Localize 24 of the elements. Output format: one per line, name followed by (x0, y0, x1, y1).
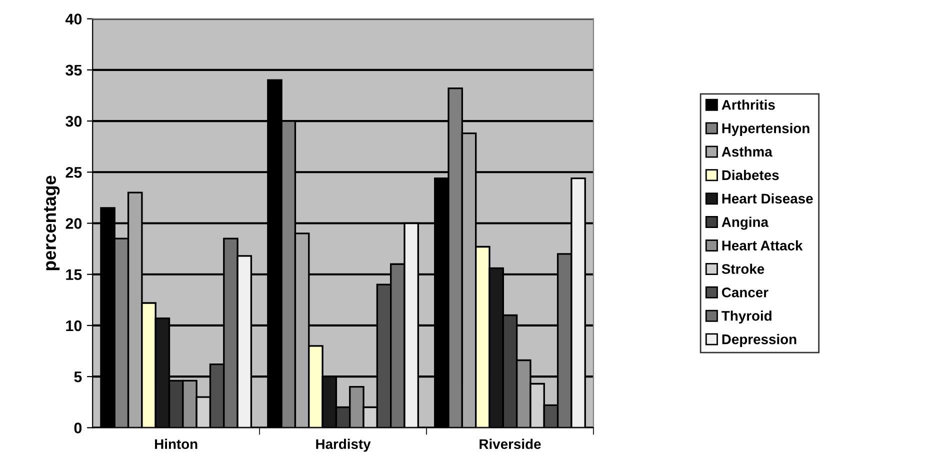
legend-label: Angina (722, 216, 769, 230)
legend-label: Diabetes (722, 170, 779, 180)
y-tick-label: 5 (74, 372, 82, 382)
y-axis-title: percentage (44, 176, 60, 270)
y-tick-label: 40 (65, 14, 82, 24)
y-tick-label: 35 (66, 64, 82, 76)
y-tick-label: 25 (66, 167, 82, 178)
y-tick-label: 15 (66, 269, 82, 280)
y-tick-label: 10 (66, 320, 82, 332)
legend-label: Heart Disease (722, 193, 813, 204)
y-tick-label: 30 (66, 116, 82, 127)
legend-label: Heart Attack (722, 240, 803, 250)
x-tick-label: Hinton (155, 438, 198, 450)
legend-label: Thyroid (722, 310, 772, 324)
legend-label: Depression (722, 334, 796, 347)
legend-label: Cancer (722, 288, 768, 298)
y-tick-label: 20 (66, 218, 82, 229)
x-tick-label: Riverside (480, 438, 541, 450)
legend-label: Hypertension (722, 123, 810, 136)
legend-label: Asthma (722, 146, 772, 157)
x-tick-label: Hardisty (316, 438, 371, 452)
y-tick-label: 0 (74, 422, 82, 434)
legend-label: Stroke (722, 264, 764, 274)
legend-label: Arthritis (722, 100, 775, 110)
